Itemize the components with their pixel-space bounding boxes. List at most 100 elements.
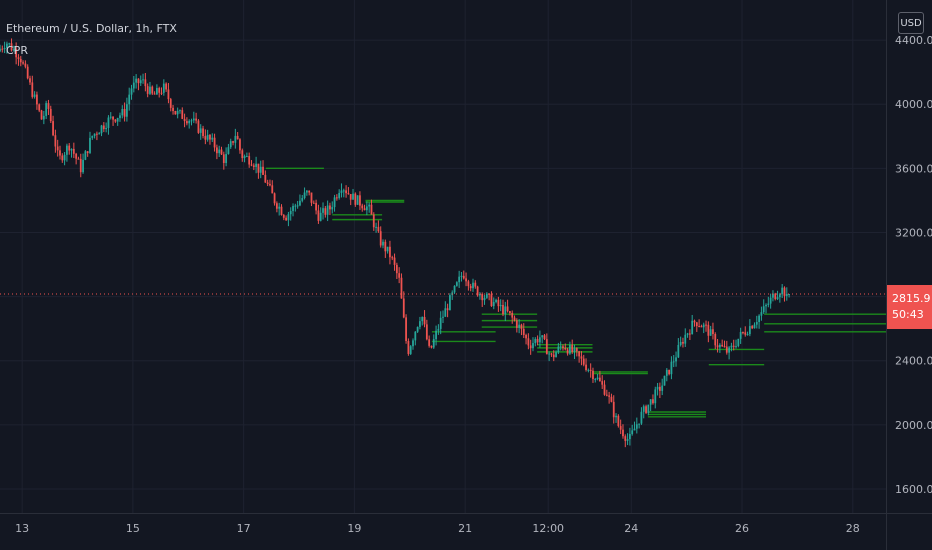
candle-body bbox=[349, 194, 352, 200]
candle-body bbox=[294, 205, 297, 207]
x-tick-label: 13 bbox=[15, 522, 29, 535]
candle-body bbox=[582, 358, 585, 365]
candle-body bbox=[36, 94, 38, 105]
candle-body bbox=[33, 94, 36, 97]
candle-body bbox=[232, 141, 234, 143]
candle-body bbox=[70, 148, 73, 151]
candle-body bbox=[82, 159, 84, 173]
candle-body bbox=[633, 428, 636, 431]
candle-body bbox=[121, 108, 124, 116]
candle-body bbox=[245, 156, 248, 158]
candle-body bbox=[400, 277, 403, 299]
candle-body bbox=[465, 278, 467, 282]
candle-body bbox=[755, 322, 758, 325]
candle-body bbox=[347, 193, 350, 195]
candle-body bbox=[389, 246, 391, 258]
candle-body bbox=[229, 141, 232, 148]
candle-body bbox=[79, 158, 82, 173]
x-tick-label: 24 bbox=[624, 522, 638, 535]
candle-body bbox=[282, 215, 285, 218]
candle-body bbox=[227, 147, 230, 155]
candle-body bbox=[688, 333, 691, 335]
candle-body bbox=[280, 206, 283, 216]
candle-body bbox=[243, 156, 246, 159]
y-tick-label: 2000.0 bbox=[895, 419, 932, 432]
candle-body bbox=[705, 324, 707, 326]
candle-body bbox=[29, 78, 31, 83]
candle-body bbox=[199, 128, 202, 133]
candle-body bbox=[598, 377, 601, 382]
candle-body bbox=[626, 439, 629, 441]
candle-body bbox=[723, 346, 726, 348]
candle-body bbox=[539, 337, 541, 343]
candle-body bbox=[587, 369, 590, 371]
chart-title: Ethereum / U.S. Dollar, 1h, FTX bbox=[6, 22, 177, 35]
candle-body bbox=[305, 190, 308, 193]
candle-body bbox=[315, 202, 317, 211]
candle-body bbox=[543, 335, 546, 340]
candle-body bbox=[455, 282, 458, 286]
candle-body bbox=[114, 119, 117, 122]
candle-body bbox=[338, 192, 341, 198]
candle-body bbox=[649, 399, 652, 405]
candle-body bbox=[469, 286, 472, 289]
candle-body bbox=[661, 385, 664, 391]
candle-body bbox=[204, 136, 207, 140]
candle-body bbox=[395, 264, 398, 274]
candle-body bbox=[26, 66, 29, 79]
currency-button[interactable]: USD bbox=[898, 12, 924, 34]
candle-body bbox=[578, 351, 581, 357]
candle-body bbox=[548, 353, 551, 355]
candle-body bbox=[628, 433, 631, 440]
indicator-label[interactable]: CPR bbox=[6, 44, 28, 57]
candle-body bbox=[751, 326, 754, 329]
candle-body bbox=[707, 324, 710, 336]
candle-body bbox=[405, 317, 407, 342]
candle-body bbox=[252, 165, 255, 167]
candle-body bbox=[652, 399, 654, 404]
candle-body bbox=[605, 394, 608, 396]
candle-body bbox=[326, 205, 329, 215]
candle-body bbox=[513, 317, 516, 321]
candle-body bbox=[250, 164, 253, 166]
candle-body bbox=[236, 135, 239, 140]
candle-body bbox=[206, 134, 209, 140]
candle-body bbox=[601, 381, 604, 385]
candle-body bbox=[363, 208, 366, 211]
candle-body bbox=[269, 183, 271, 186]
candle-body bbox=[123, 108, 126, 117]
candle-body bbox=[564, 347, 567, 350]
candles bbox=[0, 38, 790, 448]
candle-body bbox=[319, 212, 322, 221]
candle-body bbox=[42, 115, 45, 120]
candle-body bbox=[490, 294, 493, 307]
candle-body bbox=[126, 104, 128, 117]
candle-body bbox=[566, 349, 569, 354]
candle-body bbox=[183, 118, 186, 122]
candle-body bbox=[619, 425, 622, 430]
candle-body bbox=[557, 346, 560, 353]
candle-body bbox=[289, 210, 292, 215]
candle-body bbox=[382, 241, 384, 246]
candle-body bbox=[384, 241, 387, 252]
candle-body bbox=[12, 49, 15, 51]
candle-body bbox=[386, 246, 389, 252]
candle-body bbox=[748, 326, 751, 335]
candle-body bbox=[195, 118, 198, 121]
candle-body bbox=[617, 415, 620, 426]
candle-body bbox=[709, 329, 712, 336]
candle-body bbox=[107, 117, 110, 128]
candle-body bbox=[414, 331, 417, 341]
candle-body bbox=[529, 345, 532, 349]
candle-body bbox=[474, 282, 477, 287]
candle-body bbox=[361, 205, 364, 209]
candle-body bbox=[31, 82, 34, 97]
candle-body bbox=[663, 375, 666, 386]
candle-body bbox=[695, 322, 698, 327]
candle-body bbox=[181, 110, 184, 119]
candle-body bbox=[419, 321, 421, 327]
candle-body bbox=[552, 354, 555, 358]
candle-body bbox=[372, 214, 375, 228]
candle-body bbox=[767, 303, 770, 305]
